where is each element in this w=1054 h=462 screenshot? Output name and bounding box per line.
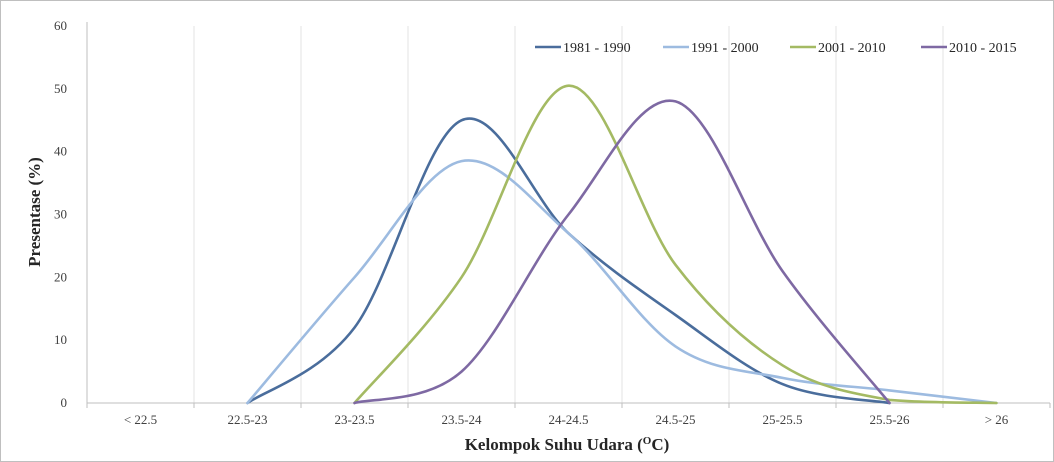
y-tick-label: 0 xyxy=(61,395,68,410)
x-tick-label: 23.5-24 xyxy=(441,412,482,427)
x-tick-label: 25-25.5 xyxy=(762,412,802,427)
x-axis-title-sup: O xyxy=(643,435,652,447)
series-line-1 xyxy=(246,117,891,405)
series-line-2 xyxy=(246,159,998,405)
y-tick-label: 50 xyxy=(54,81,67,96)
y-tick-label: 20 xyxy=(54,269,67,284)
x-axis-title: Kelompok Suhu Udara (OC) xyxy=(465,435,670,454)
legend: 1981 - 1990 1991 - 2000 2001 - 2010 2010 - … xyxy=(535,41,1017,56)
series-line-4 xyxy=(353,99,891,405)
x-tick-label: 23-23.5 xyxy=(334,412,374,427)
legend-label-2: 1991 - 2000 xyxy=(691,41,759,56)
y-tick-label: 60 xyxy=(54,18,67,33)
x-tick-label: > 26 xyxy=(985,412,1009,427)
y-tick-label: 30 xyxy=(54,207,67,222)
x-tick-label: < 22.5 xyxy=(124,412,157,427)
series-line-3 xyxy=(353,84,998,405)
x-tick-label: 24-24.5 xyxy=(548,412,588,427)
x-tick-label: 25.5-26 xyxy=(869,412,910,427)
x-tick-label: 22.5-23 xyxy=(227,412,267,427)
x-axis-title-end: C) xyxy=(651,435,669,454)
legend-label-4: 2010 - 2015 xyxy=(949,41,1017,56)
x-axis-title-main: Kelompok Suhu Udara ( xyxy=(465,435,643,454)
x-tick-label: 24.5-25 xyxy=(655,412,695,427)
y-tick-label: 40 xyxy=(54,144,67,159)
y-axis-title: Presentase (%) xyxy=(25,157,44,267)
legend-label-3: 2001 - 2010 xyxy=(818,41,886,56)
y-tick-label: 10 xyxy=(54,332,67,347)
series-lines xyxy=(246,84,998,405)
legend-label-1: 1981 - 1990 xyxy=(563,41,631,56)
tick-labels: 0 10 20 30 40 50 60 < 22.5 22.5-23 23-23.5 23.5-24… xyxy=(54,18,1009,427)
